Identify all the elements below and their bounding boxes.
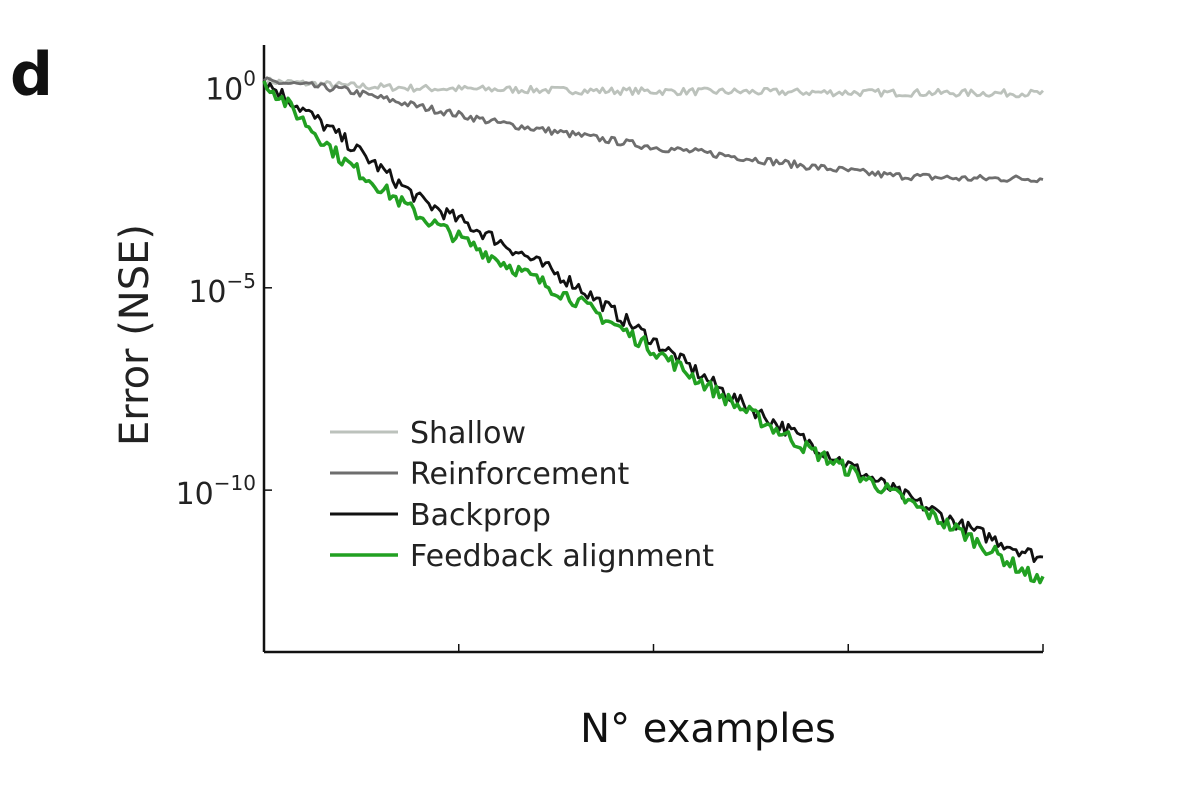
x-ticks: [458, 644, 1044, 652]
y-tick-label-0: 100: [205, 66, 256, 107]
legend-label-1: Reinforcement: [410, 457, 630, 492]
series-line-feedback-alignment: [262, 80, 1045, 585]
series-line-reinforcement: [262, 76, 1044, 184]
series-line-backprop: [262, 80, 1044, 563]
y-ticks: 100 10−5 10−10: [176, 66, 272, 512]
series-layer: [262, 76, 1045, 585]
series-line-shallow: [262, 76, 1045, 99]
y-tick-label-2: 10−10: [176, 471, 256, 512]
legend-label-3: Feedback alignment: [410, 539, 714, 574]
panel-label: d: [10, 40, 53, 110]
legend-label-2: Backprop: [410, 498, 551, 533]
y-axis-label: Error (NSE): [112, 224, 158, 446]
legend-label-0: Shallow: [410, 416, 526, 451]
x-axis-label: N° examples: [580, 706, 836, 752]
y-tick-label-1: 10−5: [188, 269, 256, 310]
legend: Shallow Reinforcement Backprop Feedback ali…: [330, 416, 714, 574]
